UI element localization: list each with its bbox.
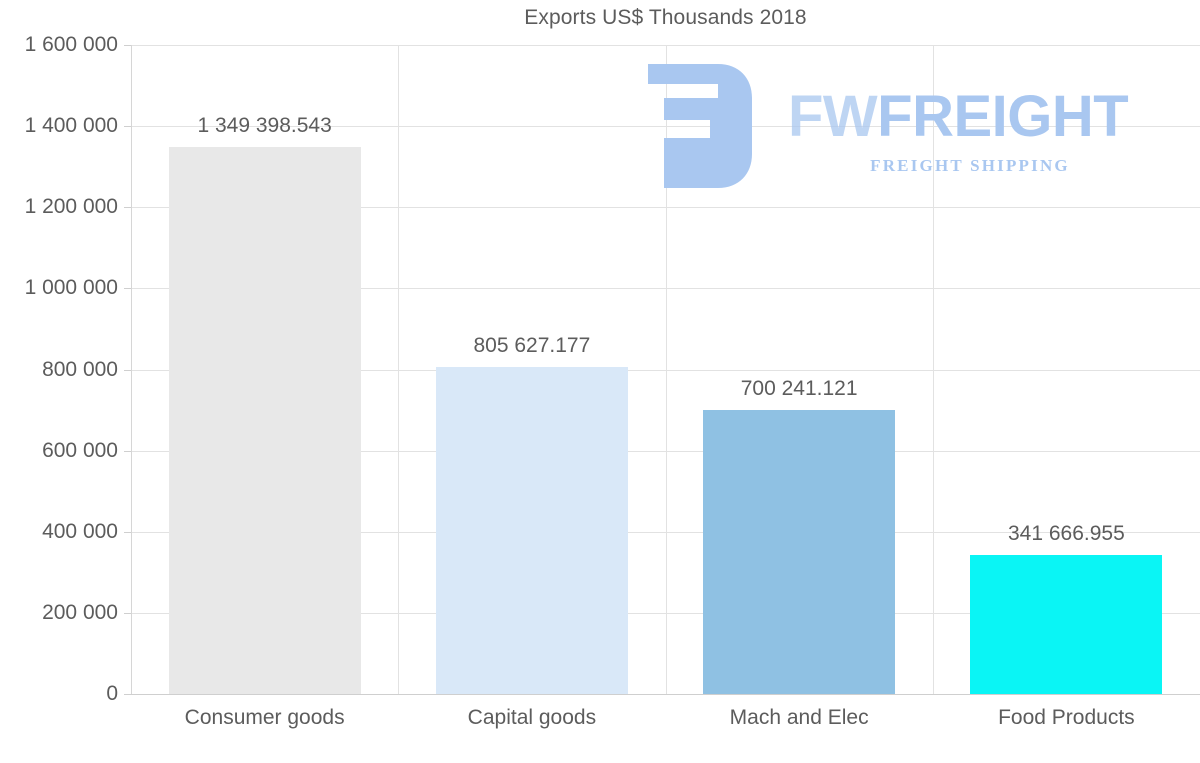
x-axis-tick-label: Capital goods <box>467 706 597 729</box>
gridline-horizontal <box>131 288 1200 290</box>
plot-area <box>124 45 1200 695</box>
gridline-vertical <box>666 45 667 694</box>
bar-3[interactable] <box>703 409 896 694</box>
y-axis-tick-mark <box>124 126 131 128</box>
gridline-horizontal <box>131 612 1200 614</box>
x-axis-tick-label: Consumer goods <box>184 706 345 729</box>
gridline-horizontal <box>131 207 1200 209</box>
bar-2[interactable] <box>435 367 628 694</box>
bar-value-label: 1 349 398.543 <box>197 113 332 137</box>
y-axis-tick-mark <box>124 612 131 614</box>
bar-1[interactable] <box>168 146 361 694</box>
y-axis-tick-mark <box>124 207 131 209</box>
y-axis-tick-label: 600 000 <box>42 438 118 462</box>
y-axis-tick-mark <box>124 369 131 371</box>
x-axis-tick-label: Food Products <box>998 706 1135 729</box>
gridline-horizontal <box>131 450 1200 452</box>
bar-value-label: 805 627.177 <box>473 334 591 358</box>
y-axis-tick-label: 1 000 000 <box>24 276 118 300</box>
gridline-vertical <box>933 45 934 694</box>
y-axis-tick-label: 800 000 <box>42 357 118 381</box>
gridline-horizontal <box>131 45 1200 46</box>
y-axis-tick-label: 400 000 <box>42 519 118 543</box>
y-axis-tick-mark <box>124 531 131 533</box>
y-axis-tick-mark <box>124 694 131 695</box>
bar-4[interactable] <box>970 555 1163 694</box>
y-axis-tick-mark <box>124 288 131 290</box>
y-axis-tick-label: 200 000 <box>42 600 118 624</box>
y-axis-tick-label: 1 600 000 <box>24 33 118 56</box>
bar-value-label: 700 241.121 <box>740 376 858 400</box>
chart-title: Exports US$ Thousands 2018 <box>524 6 807 29</box>
y-axis-tick-mark <box>124 45 131 46</box>
y-axis-tick-mark <box>124 450 131 452</box>
x-axis-tick-label: Mach and Elec <box>729 706 869 729</box>
y-axis-tick-label: 1 200 000 <box>24 195 118 219</box>
gridline-horizontal <box>131 369 1200 371</box>
gridline-vertical <box>398 45 399 694</box>
y-axis-tick-label: 0 <box>106 682 118 705</box>
bar-value-label: 341 666.955 <box>1007 522 1125 546</box>
y-axis-tick-label: 1 400 000 <box>24 114 118 138</box>
gridline-horizontal <box>131 531 1200 533</box>
gridline-horizontal <box>131 694 1200 695</box>
gridline-vertical <box>131 45 132 694</box>
